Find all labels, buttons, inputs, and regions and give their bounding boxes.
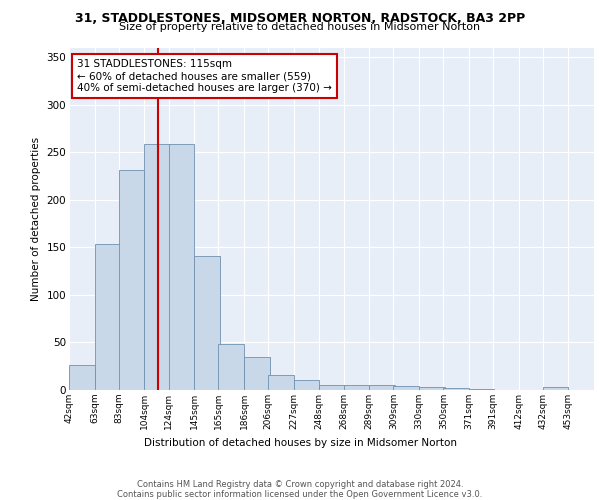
Text: Size of property relative to detached houses in Midsomer Norton: Size of property relative to detached ho… — [119, 22, 481, 32]
Text: Contains HM Land Registry data © Crown copyright and database right 2024.
Contai: Contains HM Land Registry data © Crown c… — [118, 480, 482, 500]
Bar — [369, 385, 395, 390]
Text: 31 STADDLESTONES: 115sqm
← 60% of detached houses are smaller (559)
40% of semi-: 31 STADDLESTONES: 115sqm ← 60% of detach… — [77, 60, 332, 92]
Bar — [119, 170, 145, 390]
Bar — [69, 366, 95, 390]
Bar — [469, 389, 494, 390]
Bar — [169, 144, 194, 390]
Bar — [344, 385, 369, 390]
Bar — [294, 380, 319, 390]
Bar — [145, 144, 170, 390]
Bar — [543, 387, 568, 390]
Bar — [394, 386, 419, 390]
Bar — [244, 356, 269, 390]
Text: Distribution of detached houses by size in Midsomer Norton: Distribution of detached houses by size … — [143, 438, 457, 448]
Bar — [419, 387, 445, 390]
Bar — [443, 388, 469, 390]
Bar — [95, 244, 120, 390]
Bar — [194, 256, 220, 390]
Y-axis label: Number of detached properties: Number of detached properties — [31, 136, 41, 301]
Bar — [319, 385, 345, 390]
Text: 31, STADDLESTONES, MIDSOMER NORTON, RADSTOCK, BA3 2PP: 31, STADDLESTONES, MIDSOMER NORTON, RADS… — [75, 12, 525, 26]
Bar — [268, 375, 294, 390]
Bar — [218, 344, 244, 390]
